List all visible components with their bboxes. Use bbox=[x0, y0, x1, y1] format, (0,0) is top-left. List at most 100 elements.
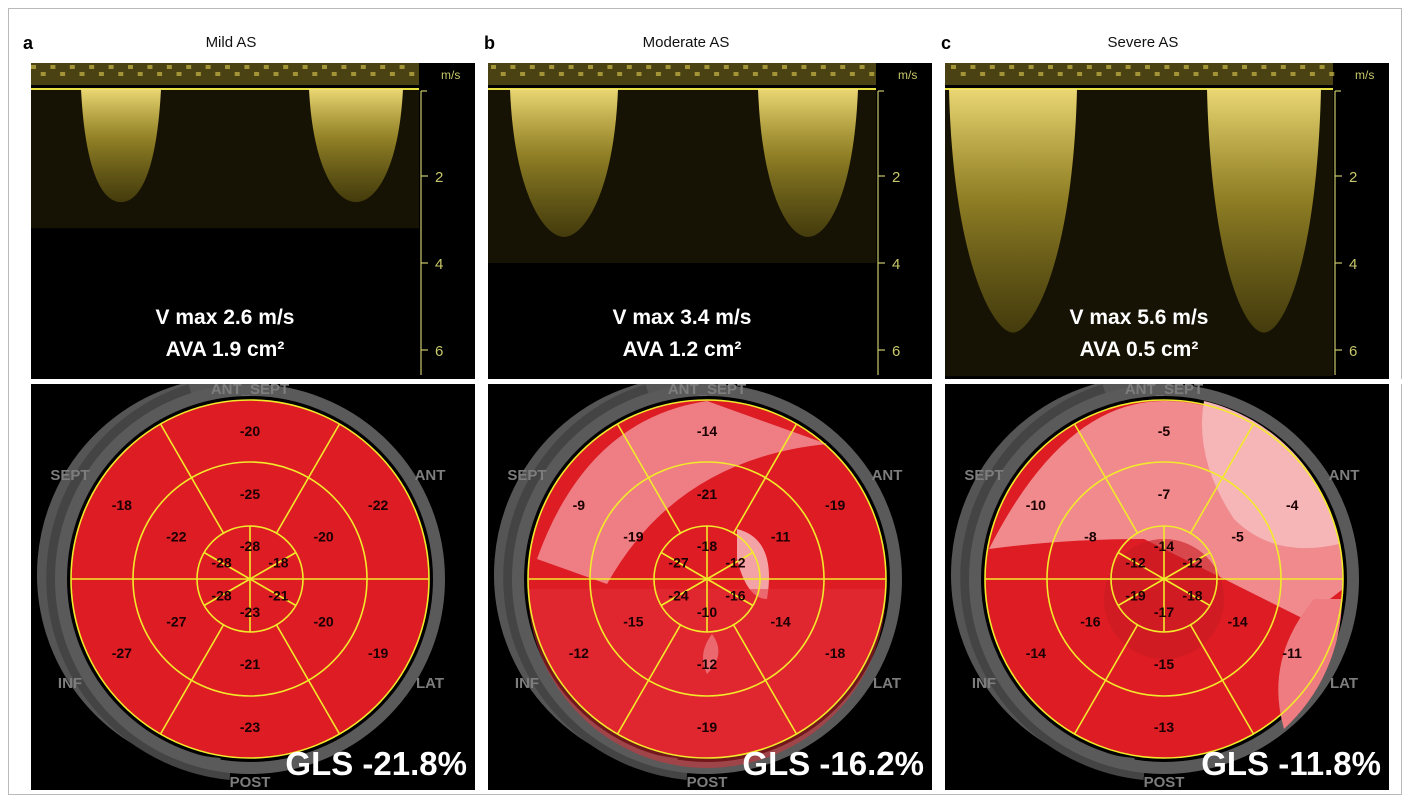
top-strip-speckle bbox=[128, 65, 133, 69]
segment-divider bbox=[616, 624, 682, 735]
top-strip-speckle bbox=[1174, 72, 1180, 76]
segment-strain-value: -12 bbox=[725, 555, 745, 571]
panel-title: Mild AS bbox=[205, 34, 257, 51]
segment-divider bbox=[660, 551, 708, 580]
segment-divider bbox=[1073, 624, 1139, 735]
top-strip-speckle bbox=[283, 65, 289, 69]
top-strip-speckle bbox=[322, 65, 327, 69]
top-strip-speckle bbox=[568, 65, 574, 69]
top-strip-speckle bbox=[312, 72, 318, 76]
top-strip-speckle bbox=[723, 65, 729, 69]
strain-patch bbox=[528, 589, 886, 768]
top-strip-speckle bbox=[970, 65, 976, 69]
top-strip-speckle bbox=[79, 72, 85, 76]
top-strip-speckle bbox=[1232, 72, 1238, 76]
axis-unit-label: m/s bbox=[898, 68, 917, 82]
segment-strain-value: -14 bbox=[697, 423, 717, 439]
top-strip-speckle bbox=[1057, 72, 1063, 76]
velocity-envelope bbox=[81, 89, 161, 203]
top-strip-speckle bbox=[1271, 72, 1277, 76]
velocity-envelope bbox=[309, 89, 403, 203]
panel-title: Moderate AS bbox=[642, 34, 730, 51]
panel-letter: c bbox=[941, 33, 952, 53]
vmax-text: V max 3.4 m/s bbox=[612, 306, 752, 329]
segment-strain-value: -27 bbox=[166, 614, 186, 630]
top-strip-speckle bbox=[733, 72, 739, 76]
segment-strain-value: -20 bbox=[313, 614, 333, 630]
segment-strain-value: -16 bbox=[725, 587, 745, 603]
top-strip-speckle bbox=[960, 72, 966, 76]
top-strip-speckle bbox=[273, 72, 279, 76]
top-strip-speckle bbox=[176, 72, 182, 76]
segment-strain-value: -28 bbox=[211, 587, 231, 603]
segment-strain-value: -23 bbox=[240, 719, 260, 735]
segment-strain-value: -12 bbox=[1182, 555, 1202, 571]
segment-strain-value: -24 bbox=[668, 587, 688, 603]
top-strip-speckle bbox=[380, 65, 386, 69]
velocity-envelope bbox=[758, 89, 858, 237]
top-strip-speckle bbox=[607, 65, 613, 69]
top-strip-speckle bbox=[1251, 72, 1257, 76]
figure-frame: a Mild AS m/s 2 4 6 V max 2.6 m/s AVA 1.9 c… bbox=[8, 8, 1403, 795]
top-strip-speckle bbox=[1222, 65, 1228, 69]
segment-strain-value: -11 bbox=[1282, 645, 1302, 661]
outer-ring bbox=[960, 384, 1145, 780]
segment-divider bbox=[1117, 551, 1165, 580]
segment-strain-value: -18 bbox=[112, 497, 132, 513]
top-strip-speckle bbox=[636, 72, 642, 76]
top-strip-speckle bbox=[830, 72, 836, 76]
axis-tick-label: 2 bbox=[892, 169, 900, 186]
segment-strain-value: -25 bbox=[240, 486, 260, 502]
panel-letter: b bbox=[484, 33, 495, 53]
wall-label: POST bbox=[687, 774, 728, 790]
top-strip-speckle bbox=[1048, 65, 1053, 69]
axis-tick-label: 4 bbox=[435, 256, 443, 273]
strain-patch bbox=[1278, 599, 1342, 729]
top-strip-speckle bbox=[539, 72, 545, 76]
top-strip-speckle bbox=[331, 72, 337, 76]
bullseye-svg: -20-22-19-23-27-18-25-20-20-21-27-22-28-… bbox=[36, 384, 445, 790]
top-strip-speckle bbox=[89, 65, 95, 69]
strain-patch bbox=[737, 529, 769, 599]
top-strip-speckle bbox=[549, 65, 555, 69]
segment-divider bbox=[159, 624, 225, 735]
wall-label: INF bbox=[972, 675, 996, 692]
segment-strain-value: -14 bbox=[1026, 645, 1046, 661]
top-strip-speckle bbox=[558, 72, 564, 76]
segment-strain-value: -5 bbox=[1231, 529, 1244, 545]
bullseye-plot: -14 -19 -18 -19 -12 -9 -21 -11 -14 -12 -15 -19 -18 -1… bbox=[488, 384, 932, 790]
wall-label: ANT_SEPT bbox=[1125, 384, 1203, 398]
doppler-svg: m/s 2 4 6 bbox=[31, 63, 460, 375]
top-strip-speckle bbox=[302, 65, 308, 69]
segment-divider bbox=[275, 423, 341, 534]
ava-text: AVA 1.9 cm² bbox=[165, 338, 285, 361]
segment-divider bbox=[159, 423, 225, 534]
segment-divider bbox=[660, 578, 708, 607]
segment-divider bbox=[249, 551, 297, 580]
panel-letter: a bbox=[23, 33, 34, 53]
vmax-text: V max 5.6 m/s bbox=[1069, 306, 1209, 329]
top-strip-speckle bbox=[50, 65, 56, 69]
axis-tick-label: 4 bbox=[892, 256, 900, 273]
bullseye-svg: -5 -4 -11 -13 -14 -10 -7 -5 -14 -15 -16 -8 -14 -12 -18… bbox=[950, 384, 1359, 790]
segment-divider bbox=[1163, 578, 1211, 607]
segment-strain-value: -7 bbox=[1158, 486, 1171, 502]
top-strip-speckle bbox=[341, 65, 347, 69]
top-strip-speckle bbox=[254, 72, 260, 76]
outer-ring bbox=[503, 384, 688, 780]
bullseye-plot: -20 -22 -19 -23 -27 -18 -25 -20 -20 -21 -27 -22 -28-… bbox=[31, 384, 475, 790]
top-strip-speckle bbox=[118, 72, 124, 76]
top-strip-speckle bbox=[1300, 65, 1306, 69]
segment-strain-value: -14 bbox=[1154, 538, 1174, 554]
wall-label: INF bbox=[58, 675, 82, 692]
segment-strain-value: -15 bbox=[1154, 656, 1174, 672]
top-strip-speckle bbox=[234, 72, 240, 76]
top-strip-speckle bbox=[389, 72, 395, 76]
top-strip-speckle bbox=[869, 72, 875, 76]
top-strip-speckle bbox=[1280, 65, 1286, 69]
top-strip-speckle bbox=[500, 72, 506, 76]
velocity-envelope bbox=[510, 89, 618, 237]
top-strip-speckle bbox=[1086, 65, 1092, 69]
top-strip-speckle bbox=[1145, 65, 1150, 69]
top-strip-speckle bbox=[491, 65, 496, 69]
